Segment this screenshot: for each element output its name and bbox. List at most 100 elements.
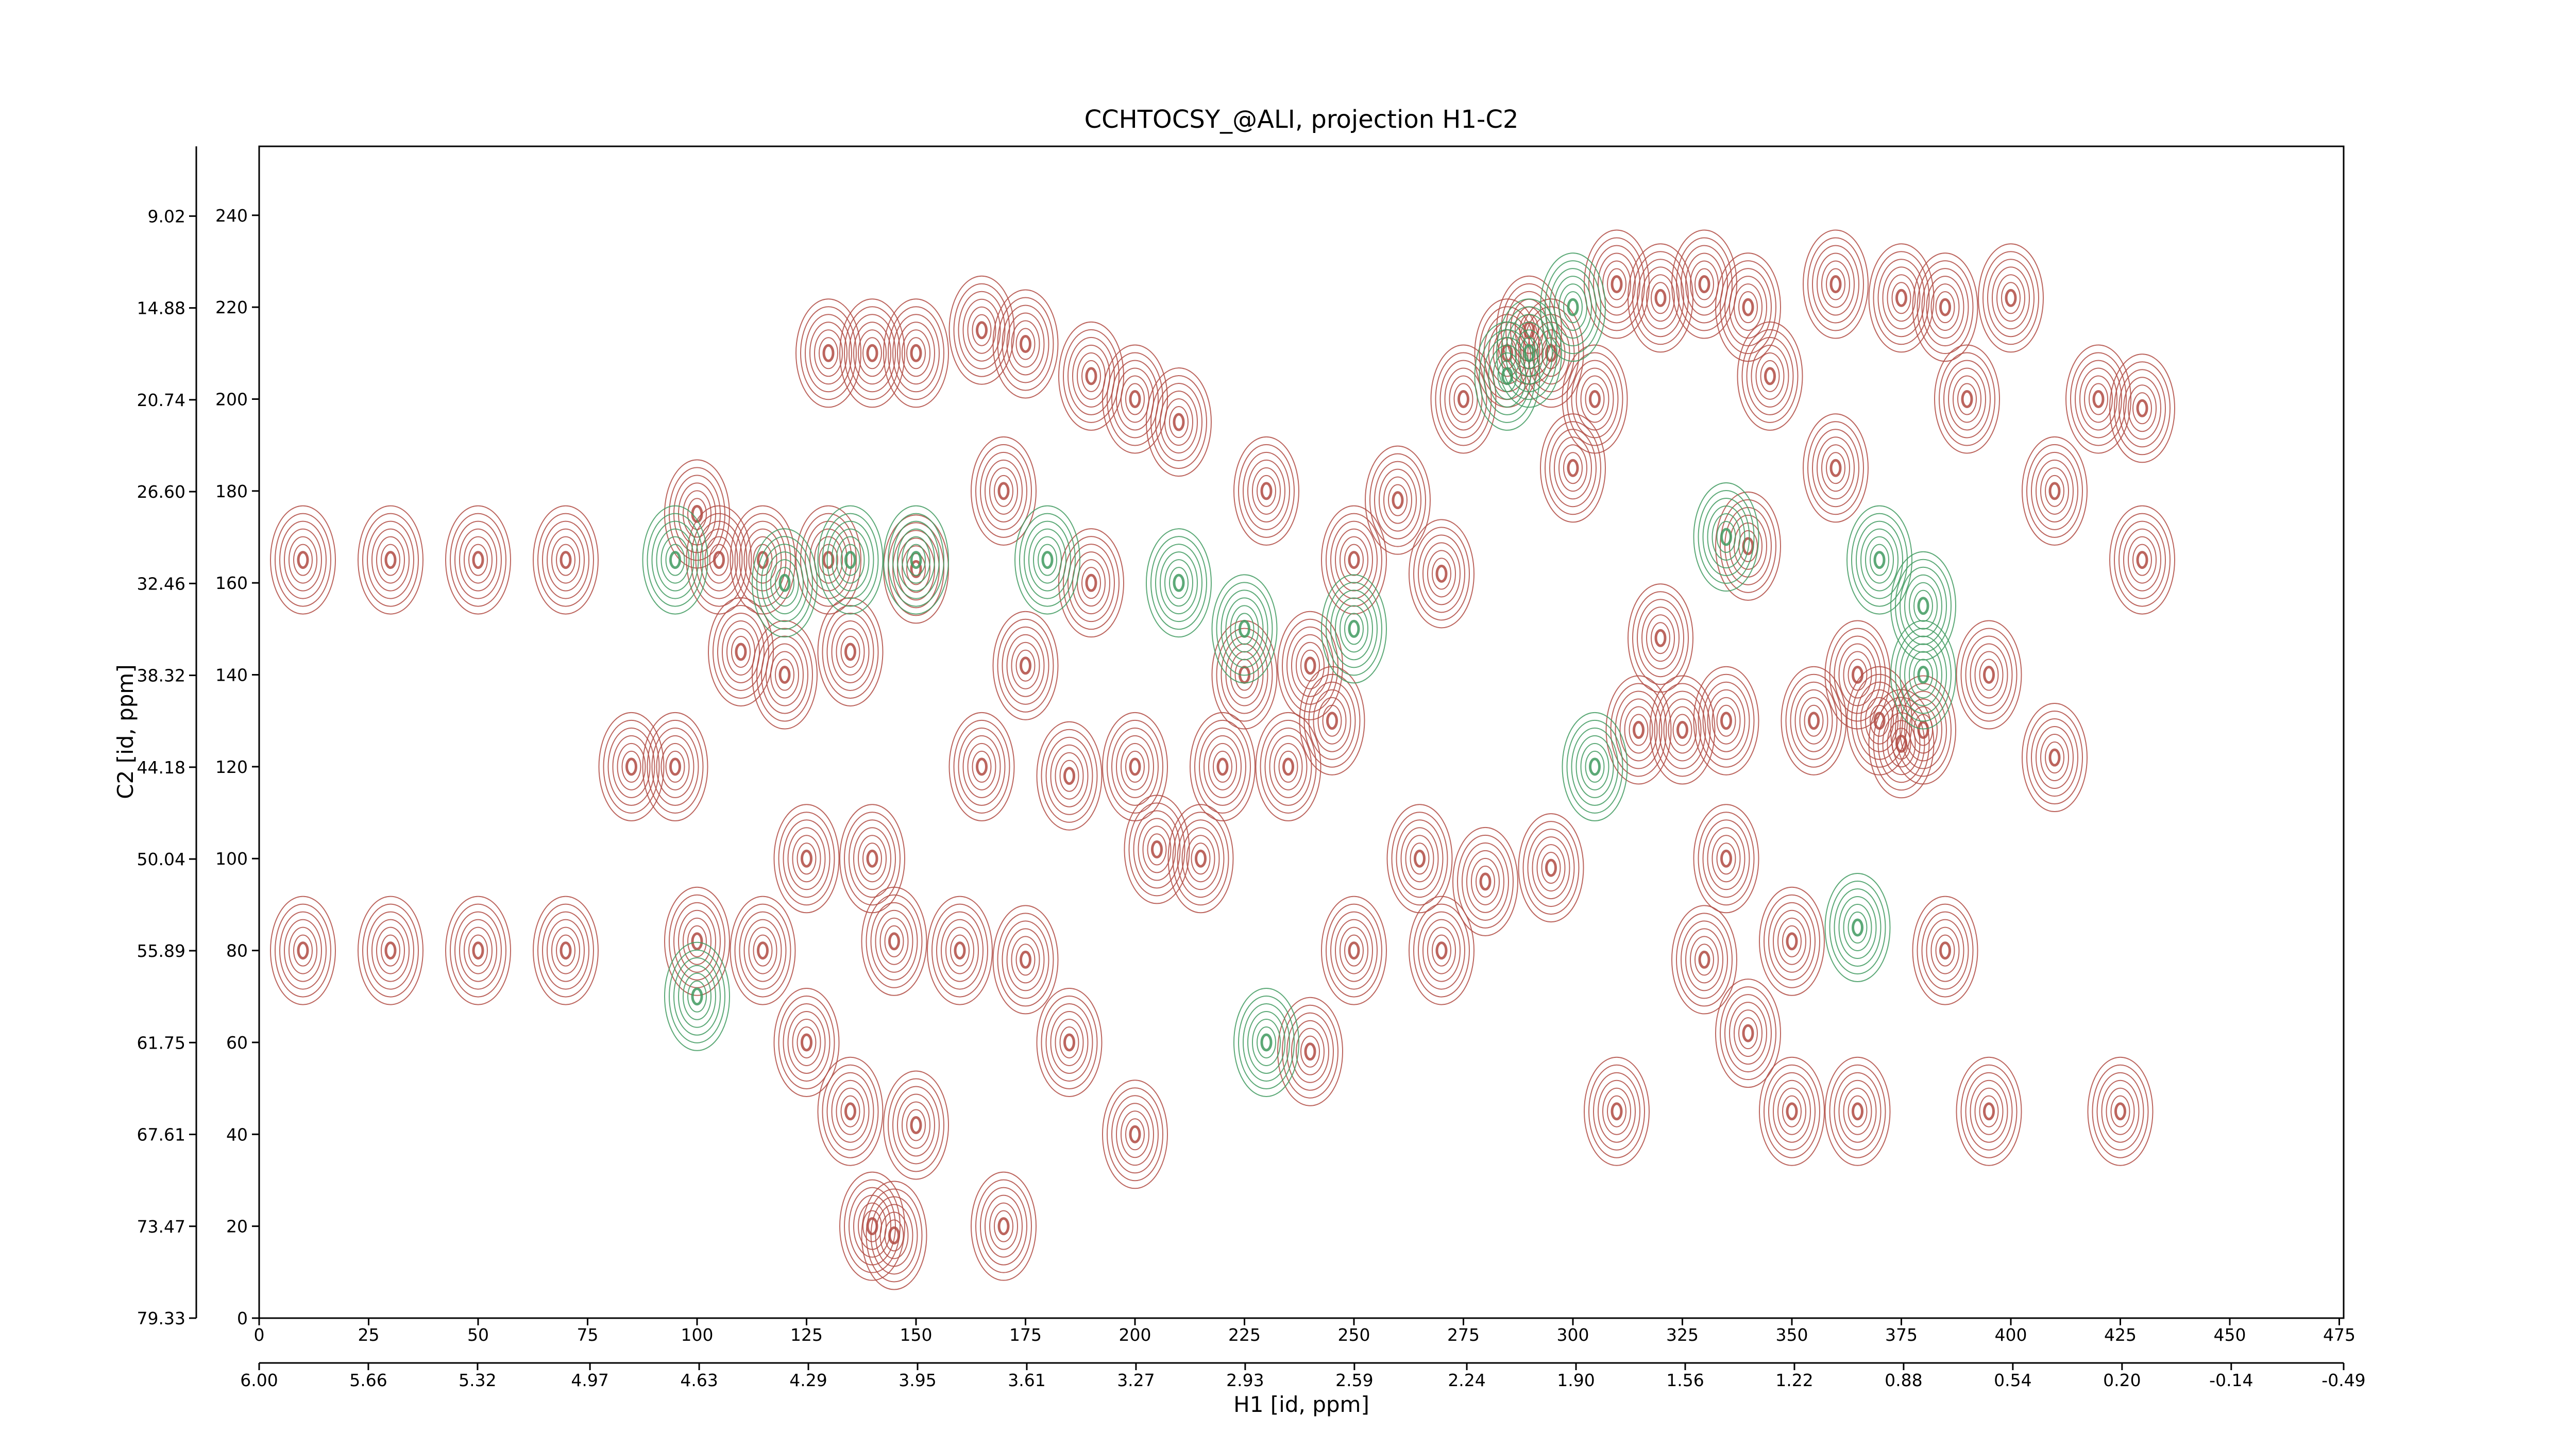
contour-ring <box>753 934 773 967</box>
contour-ring <box>822 551 835 569</box>
contour-ring <box>1593 1072 1640 1151</box>
contour-ring <box>1698 812 1755 906</box>
contour-ring <box>1238 444 1295 538</box>
contour-ring <box>1974 651 2004 699</box>
contour-ring <box>1169 567 1189 599</box>
contour-ring <box>1641 266 1680 330</box>
contour-ring <box>1804 704 1824 737</box>
contour-ring <box>1211 574 1278 684</box>
y-tick-label: 140 <box>215 665 248 685</box>
contour-ring <box>381 544 400 576</box>
contour-ring <box>1939 298 1951 316</box>
contour-ring <box>1588 237 1645 331</box>
contour-ring <box>1129 390 1141 408</box>
peak <box>1277 997 1343 1106</box>
contour-ring <box>1150 375 1207 469</box>
contour-ring <box>1282 618 1338 713</box>
contour-ring <box>1260 1033 1273 1052</box>
x2-tick-label: 3.95 <box>899 1370 936 1390</box>
contour-ring <box>795 298 861 408</box>
contour-ring <box>773 987 840 1097</box>
contour-ring <box>826 520 874 599</box>
contour-ring <box>1050 1010 1089 1074</box>
contour-ring <box>297 551 309 569</box>
contour-ring <box>1532 836 1570 900</box>
contour-ring <box>1326 513 1382 607</box>
contour-ring <box>1566 719 1623 814</box>
contour-ring <box>836 536 865 584</box>
contour-ring <box>297 941 309 960</box>
contour-ring <box>1422 919 1461 982</box>
contour-ring <box>2005 289 2017 307</box>
contour-ring <box>1435 564 1448 583</box>
contour-ring <box>1169 406 1189 439</box>
contour-ring <box>1755 352 1785 400</box>
peak <box>1584 1056 1650 1166</box>
contour-ring <box>1987 259 2035 338</box>
contour-ring <box>358 896 423 1005</box>
contour-ring <box>1340 536 1368 584</box>
y-tick-label: 200 <box>215 389 248 409</box>
contour-ring <box>866 344 878 362</box>
contour-ring <box>761 635 808 714</box>
contour-ring <box>822 1064 879 1158</box>
contour-ring <box>814 329 843 377</box>
contour-ring <box>1340 605 1368 653</box>
contour-ring <box>445 896 511 1005</box>
chart-title: CCHTOCSY_@ALI, projection H1-C2 <box>1084 105 1519 134</box>
contour-ring <box>1979 1095 1999 1127</box>
contour-ring <box>1912 896 1978 1005</box>
contour-ring <box>1663 698 1702 762</box>
contour-ring <box>665 544 685 576</box>
contour-ring <box>866 849 878 868</box>
contour-ring <box>1571 727 1619 806</box>
contour-ring <box>1856 520 1903 599</box>
contour-ring <box>1296 642 1325 689</box>
y-tick-label: 40 <box>226 1124 248 1144</box>
contour-ring <box>664 459 730 569</box>
contour-ring <box>1764 894 1820 988</box>
y-tick-label: 160 <box>215 573 248 593</box>
x2-tick-label: -0.49 <box>2321 1370 2365 1390</box>
contour-ring <box>1641 606 1680 670</box>
contour-ring <box>1707 506 1745 568</box>
peak <box>839 804 905 914</box>
contour-ring <box>1877 259 1925 338</box>
peak <box>1649 675 1716 785</box>
peak <box>992 289 1059 399</box>
contour-ring <box>1405 835 1434 883</box>
peak <box>1803 413 1869 523</box>
x2-tick-label: 4.63 <box>680 1370 718 1390</box>
contour-ring <box>1715 979 1781 1088</box>
contour-ring <box>1676 913 1733 1007</box>
contour-ring <box>888 1078 944 1172</box>
contour-ring <box>1611 275 1623 294</box>
contour-ring <box>906 544 926 576</box>
y-tick-label: 60 <box>226 1033 248 1053</box>
contour-ring <box>976 321 988 340</box>
contour-ring <box>669 551 681 569</box>
contour-ring <box>537 513 594 607</box>
contour-ring <box>730 896 796 1005</box>
contour-ring <box>1868 243 1935 353</box>
contour-ring <box>687 980 707 1013</box>
contour-ring <box>1716 704 1736 737</box>
contour-ring <box>381 934 400 967</box>
contour-ring <box>897 528 935 592</box>
contour-ring <box>1646 614 1675 662</box>
contour-ring <box>1890 551 1956 661</box>
contour-ring <box>1150 536 1207 630</box>
contour-ring <box>1956 620 2022 730</box>
contour-ring <box>289 536 317 584</box>
contour-ring <box>673 957 721 1036</box>
contour-ring <box>1926 919 1964 982</box>
contour-ring <box>1891 282 1911 314</box>
contour-ring <box>542 911 589 990</box>
peak <box>795 505 861 615</box>
contour-ring <box>967 743 996 790</box>
contour-ring <box>897 1093 935 1157</box>
contour-ring <box>656 735 694 798</box>
y2-tick-label: 79.33 <box>137 1308 185 1328</box>
contour-ring <box>1720 986 1776 1081</box>
contour-ring <box>1519 337 1539 369</box>
